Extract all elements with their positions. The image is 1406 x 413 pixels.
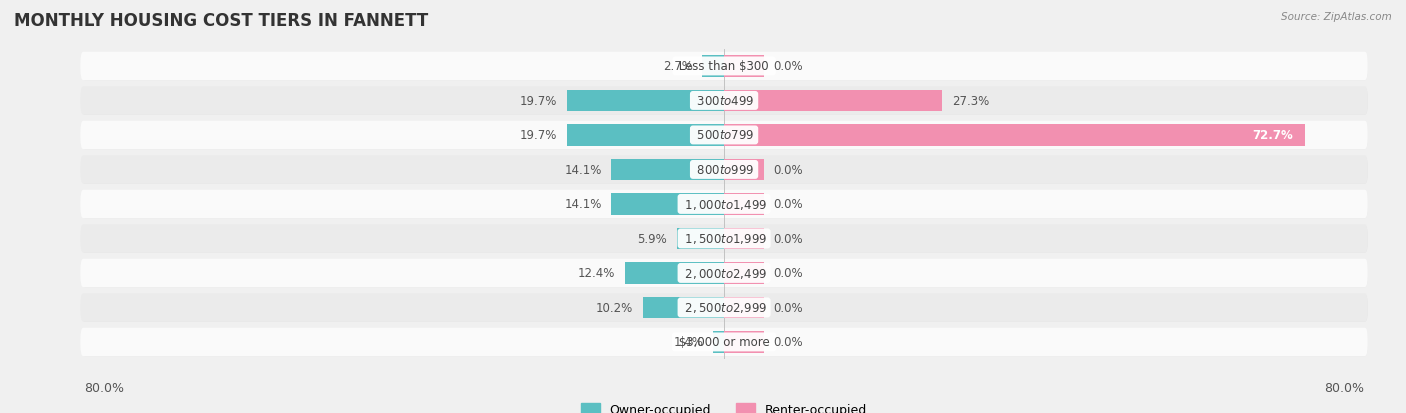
Text: 14.1%: 14.1% <box>564 198 602 211</box>
FancyBboxPatch shape <box>82 330 1368 356</box>
FancyBboxPatch shape <box>80 156 1368 184</box>
Bar <box>713 331 724 353</box>
FancyBboxPatch shape <box>80 294 1368 322</box>
Text: 80.0%: 80.0% <box>84 381 124 394</box>
Text: 72.7%: 72.7% <box>1253 129 1294 142</box>
Text: 19.7%: 19.7% <box>520 129 557 142</box>
FancyBboxPatch shape <box>80 53 1368 81</box>
Text: 10.2%: 10.2% <box>596 301 633 314</box>
Bar <box>612 194 724 215</box>
Bar <box>676 228 724 249</box>
Text: $2,500 to $2,999: $2,500 to $2,999 <box>681 301 768 315</box>
Text: 0.0%: 0.0% <box>773 233 803 245</box>
FancyBboxPatch shape <box>80 121 1368 150</box>
Text: 14.1%: 14.1% <box>564 164 602 176</box>
Bar <box>724 331 763 353</box>
Bar <box>724 194 763 215</box>
Bar <box>724 125 1305 146</box>
Bar <box>567 90 724 112</box>
Text: 0.0%: 0.0% <box>773 301 803 314</box>
Text: 19.7%: 19.7% <box>520 95 557 108</box>
Text: $2,000 to $2,499: $2,000 to $2,499 <box>681 266 768 280</box>
Bar <box>724 228 763 249</box>
FancyBboxPatch shape <box>82 88 1368 115</box>
Bar <box>724 297 763 318</box>
Text: Source: ZipAtlas.com: Source: ZipAtlas.com <box>1281 12 1392 22</box>
Bar <box>624 263 724 284</box>
FancyBboxPatch shape <box>82 295 1368 322</box>
Text: Less than $300: Less than $300 <box>675 60 773 73</box>
Text: 0.0%: 0.0% <box>773 267 803 280</box>
Bar <box>567 125 724 146</box>
Bar <box>724 56 763 78</box>
Text: 12.4%: 12.4% <box>578 267 616 280</box>
FancyBboxPatch shape <box>82 54 1368 81</box>
Text: 1.4%: 1.4% <box>673 336 703 349</box>
Bar <box>612 159 724 181</box>
Text: 80.0%: 80.0% <box>1324 381 1364 394</box>
Text: 0.0%: 0.0% <box>773 60 803 73</box>
Legend: Owner-occupied, Renter-occupied: Owner-occupied, Renter-occupied <box>576 398 872 413</box>
Text: 0.0%: 0.0% <box>773 336 803 349</box>
Text: 5.9%: 5.9% <box>637 233 668 245</box>
Bar <box>724 90 942 112</box>
Text: $800 to $999: $800 to $999 <box>693 164 755 176</box>
Bar <box>724 159 763 181</box>
Bar <box>703 56 724 78</box>
Text: 2.7%: 2.7% <box>664 60 693 73</box>
FancyBboxPatch shape <box>82 123 1368 150</box>
Text: $3,000 or more: $3,000 or more <box>675 336 773 349</box>
Bar <box>643 297 724 318</box>
FancyBboxPatch shape <box>82 261 1368 287</box>
Text: 0.0%: 0.0% <box>773 164 803 176</box>
FancyBboxPatch shape <box>82 157 1368 184</box>
FancyBboxPatch shape <box>80 225 1368 253</box>
Text: $300 to $499: $300 to $499 <box>693 95 755 108</box>
Text: $1,000 to $1,499: $1,000 to $1,499 <box>681 197 768 211</box>
FancyBboxPatch shape <box>80 259 1368 287</box>
Bar <box>724 263 763 284</box>
FancyBboxPatch shape <box>82 226 1368 253</box>
Text: $500 to $799: $500 to $799 <box>693 129 755 142</box>
Text: 0.0%: 0.0% <box>773 198 803 211</box>
FancyBboxPatch shape <box>80 328 1368 356</box>
Text: $1,500 to $1,999: $1,500 to $1,999 <box>681 232 768 246</box>
FancyBboxPatch shape <box>82 192 1368 218</box>
Text: MONTHLY HOUSING COST TIERS IN FANNETT: MONTHLY HOUSING COST TIERS IN FANNETT <box>14 12 429 30</box>
FancyBboxPatch shape <box>80 87 1368 115</box>
FancyBboxPatch shape <box>80 190 1368 218</box>
Text: 27.3%: 27.3% <box>952 95 990 108</box>
